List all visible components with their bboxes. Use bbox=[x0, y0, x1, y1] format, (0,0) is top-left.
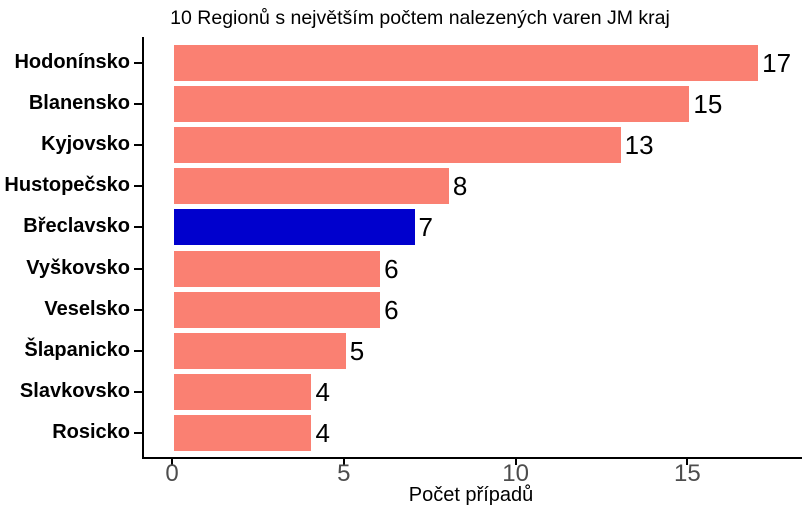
x-axis-tick-label: 15 bbox=[674, 460, 701, 487]
x-axis-tick bbox=[342, 459, 345, 465]
y-axis-tick bbox=[134, 226, 142, 229]
bar-šlapanicko bbox=[174, 332, 346, 369]
bar-value-label: 17 bbox=[762, 47, 792, 78]
x-axis-tick-label: 10 bbox=[502, 460, 529, 487]
bar-value-label: 8 bbox=[452, 171, 468, 202]
bar-value-label: 4 bbox=[315, 377, 330, 408]
y-axis-tick bbox=[134, 308, 142, 311]
y-axis-tick bbox=[134, 102, 142, 105]
y-axis-label-hustopečsko: Hustopečsko bbox=[4, 174, 130, 197]
y-axis-tick bbox=[134, 61, 142, 64]
x-axis-tick-label: 5 bbox=[337, 460, 351, 487]
y-axis-label-šlapanicko: Šlapanicko bbox=[24, 338, 130, 361]
bar-břeclavsko bbox=[174, 209, 415, 246]
plot-panel bbox=[142, 37, 802, 459]
bar-veselsko bbox=[174, 291, 381, 328]
bar-value-label: 4 bbox=[315, 418, 330, 449]
y-axis-label-vyškovsko: Vyškovsko bbox=[26, 256, 130, 279]
chart-title: 10 Regionů s největším počtem nalezených… bbox=[170, 7, 670, 29]
x-axis-title: Počet případů bbox=[408, 484, 534, 506]
bar-vyškovsko bbox=[174, 250, 381, 287]
y-axis-label-kyjovsko: Kyjovsko bbox=[41, 132, 130, 155]
y-axis-tick bbox=[134, 391, 142, 394]
bar-value-label: 6 bbox=[384, 253, 399, 284]
x-axis-tick bbox=[686, 459, 689, 465]
y-axis-tick bbox=[134, 267, 142, 270]
y-axis-label-břeclavsko: Břeclavsko bbox=[23, 215, 130, 238]
bar-value-label: 5 bbox=[349, 335, 365, 366]
y-axis-tick bbox=[134, 432, 142, 435]
x-axis-tick bbox=[514, 459, 517, 465]
y-axis-tick bbox=[134, 185, 142, 188]
y-axis-tick bbox=[134, 349, 142, 352]
y-axis-tick bbox=[134, 143, 142, 146]
bar-value-label: 7 bbox=[418, 212, 433, 243]
y-axis-label-blanensko: Blanensko bbox=[28, 91, 130, 114]
bar-value-label: 15 bbox=[693, 88, 723, 119]
y-axis-label-veselsko: Veselsko bbox=[44, 297, 130, 320]
y-axis-label-hodonínsko: Hodonínsko bbox=[14, 50, 130, 73]
bar-kyjovsko bbox=[174, 126, 621, 163]
bar-value-label: 13 bbox=[624, 129, 654, 160]
y-axis-label-rosicko: Rosicko bbox=[52, 421, 130, 444]
bar-rosicko bbox=[174, 415, 312, 452]
bar-blanensko bbox=[174, 85, 690, 122]
x-axis-tick-label: 0 bbox=[165, 460, 179, 487]
bar-value-label: 6 bbox=[384, 294, 399, 325]
bar-slavkovsko bbox=[174, 374, 312, 411]
x-axis-tick bbox=[171, 459, 173, 465]
bar-hodonínsko bbox=[174, 44, 759, 81]
bar-hustopečsko bbox=[174, 168, 449, 205]
y-axis-label-slavkovsko: Slavkovsko bbox=[19, 380, 130, 403]
